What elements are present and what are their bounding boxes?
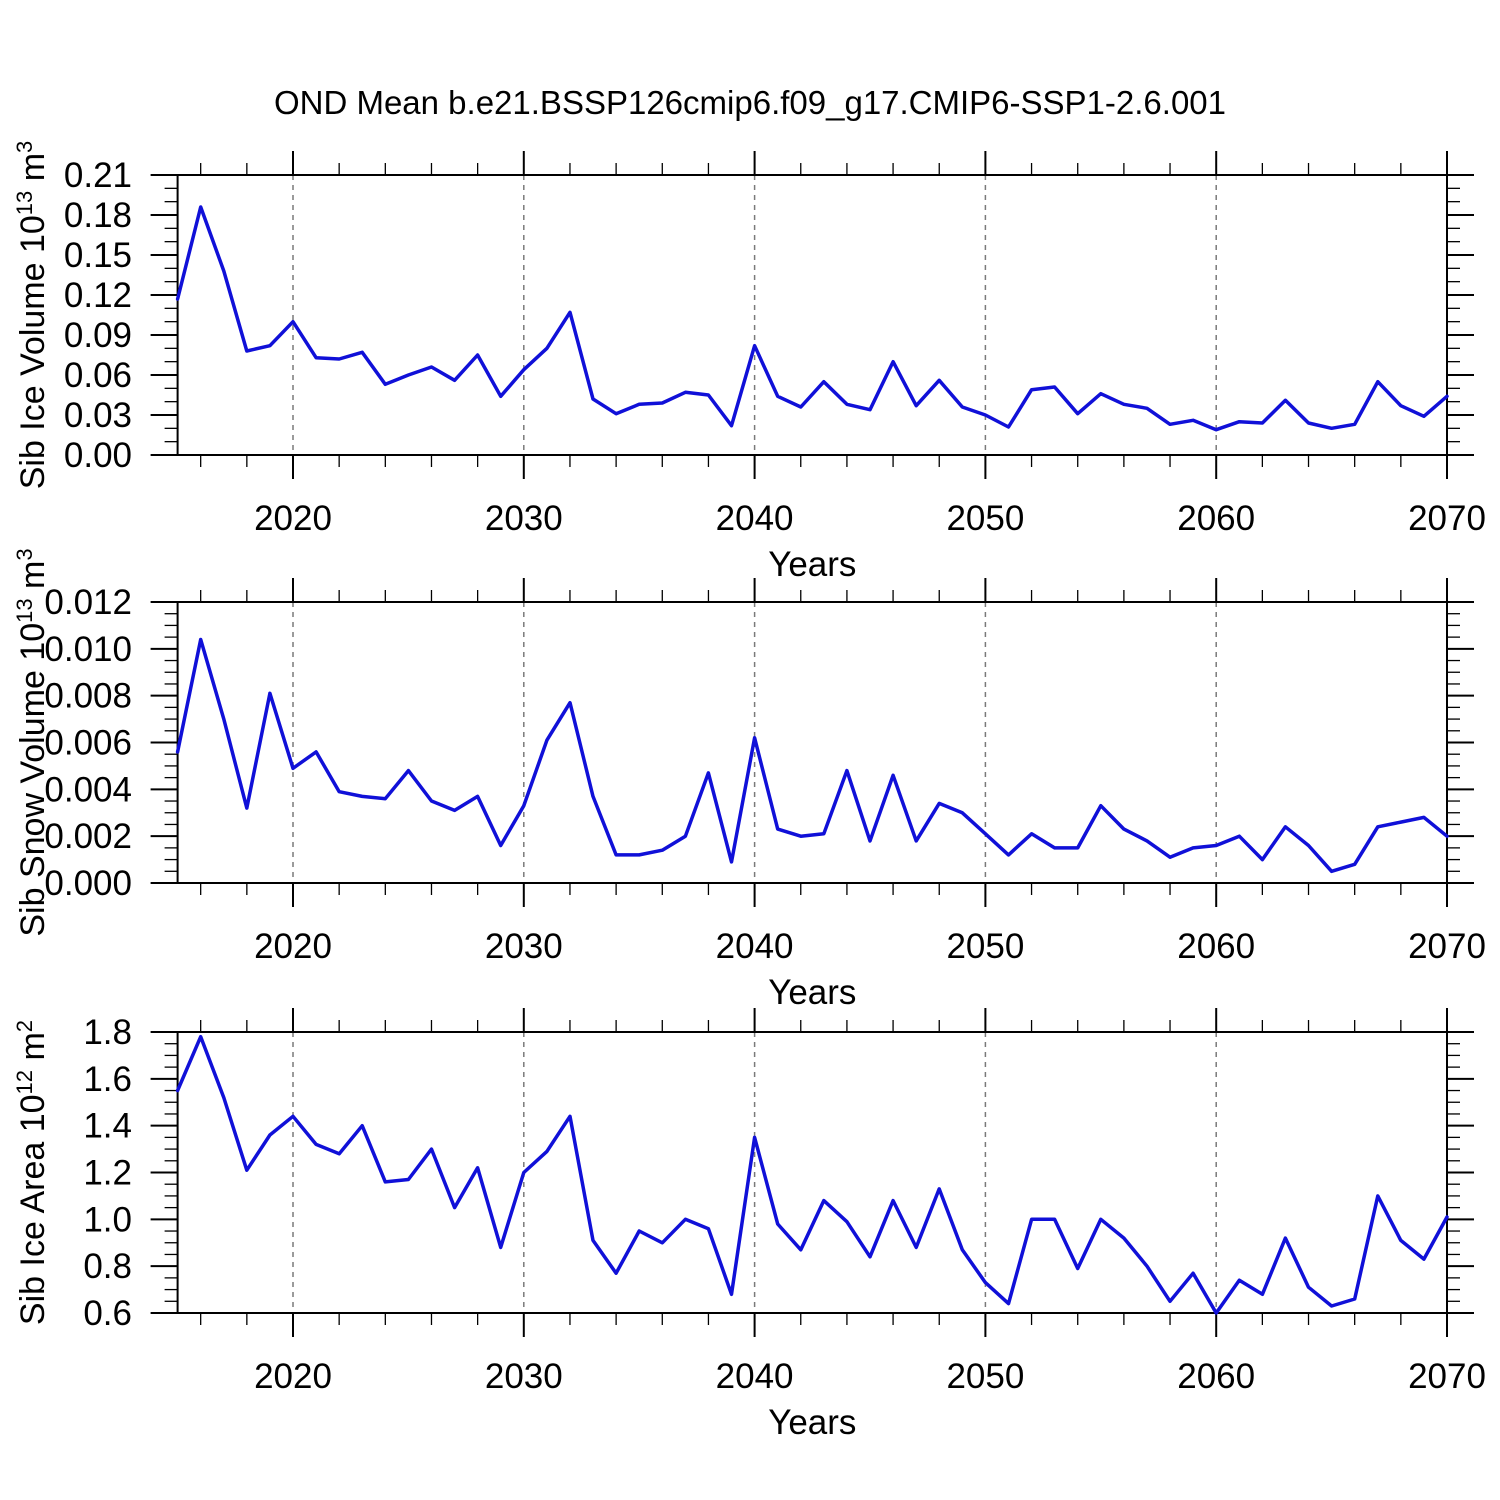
x-tick-label: 2020 — [254, 499, 332, 538]
y-tick-label: 0.21 — [64, 156, 132, 195]
y-tick-label: 0.006 — [44, 724, 132, 763]
x-axis-title: Years — [768, 1403, 856, 1442]
y-axis-title-superscript: 13 — [12, 598, 37, 622]
y-axis-title-text: Sib Snow Volume 10 — [14, 623, 52, 937]
y-axis-title-text: m — [14, 153, 52, 191]
panel-sib-ice-volume: 2020 2030 2040 2050 2060 2070Years0.000.030.0… — [12, 141, 1486, 584]
x-tick-label: 2020 — [254, 927, 332, 966]
x-tick-label: 2050 — [946, 927, 1024, 966]
x-axis-title: Years — [768, 973, 856, 1012]
y-tick-label: 0.008 — [44, 677, 132, 716]
panel-sib-ice-area: 2020 2030 2040 2050 2060 2070 Years 0.6 0.8 1.0 1.… — [12, 1008, 1486, 1442]
x-tick-label: 2060 — [1177, 927, 1255, 966]
y-tick-label: 0.012 — [44, 583, 132, 622]
x-tick-label: 2030 — [485, 927, 563, 966]
y-tick-label: 0.18 — [64, 196, 132, 235]
y-tick-label: 0.010 — [44, 630, 132, 669]
plot-frame — [176, 601, 1449, 884]
y-axis-title-text: m — [14, 1032, 52, 1070]
y-axis-title: Sib Snow Volume 1013 m3 — [12, 548, 52, 936]
y-tick-label: 0.8 — [83, 1247, 132, 1286]
x-tick-label: 2030 — [485, 499, 563, 538]
x-tick-label: 2060 — [1177, 499, 1255, 538]
y-axis-title-text: Sib Ice Area 10 — [14, 1094, 52, 1325]
x-tick-label: 2050 — [946, 499, 1024, 538]
panel-sib-snow-volume: 2020 2030 2040 2050 2060 2070 Years 0.000 0.002 0… — [12, 548, 1486, 1012]
plot-frame — [176, 174, 1449, 456]
x-tick-label: 2030 — [485, 1357, 563, 1396]
y-axis-title: Sib Ice Area 1012 m2 — [12, 1020, 52, 1325]
y-axis-title-text: Sib Ice Volume 10 — [14, 215, 52, 489]
y-tick-label: 1.4 — [83, 1107, 132, 1146]
y-axis-title-superscript: 13 — [12, 191, 37, 215]
y-tick-label: 1.6 — [83, 1060, 132, 1099]
y-tick-label: 1.0 — [83, 1200, 132, 1239]
y-tick-label: 0.002 — [44, 817, 132, 856]
series-line-sib-ice-area — [175, 1034, 1449, 1315]
y-axis-title-superscript: 3 — [12, 141, 37, 153]
x-tick-label: 2020 — [254, 1357, 332, 1396]
y-axis-title-superscript: 2 — [12, 1020, 37, 1032]
series-line-sib-snow-volume — [175, 637, 1449, 874]
y-tick-label: 0.12 — [64, 276, 132, 315]
y-tick-label: 1.2 — [83, 1154, 132, 1193]
y-axis-title-superscript: 12 — [12, 1070, 37, 1094]
y-tick-label: 0.06 — [64, 356, 132, 395]
series-line-sib-ice-volume — [175, 205, 1449, 432]
x-tick-label: 2070 — [1408, 927, 1486, 966]
y-axis-title: Sib Ice Volume 1013 m3 — [12, 141, 52, 490]
x-axis-title: Years — [768, 545, 856, 584]
x-tick-label: 2040 — [716, 1357, 794, 1396]
plot-frame — [176, 1031, 1449, 1314]
x-tick-label: 2040 — [716, 499, 794, 538]
x-tick-label: 2040 — [716, 927, 794, 966]
y-axis-title-superscript: 3 — [12, 548, 37, 560]
y-tick-label: 0.000 — [44, 864, 132, 903]
y-axis-title-text: m — [14, 561, 52, 599]
x-tick-label: 2070 — [1408, 499, 1486, 538]
y-tick-label: 0.03 — [64, 396, 132, 435]
x-tick-label: 2060 — [1177, 1357, 1255, 1396]
y-tick-label: 0.6 — [83, 1294, 132, 1333]
x-tick-label: 2070 — [1408, 1357, 1486, 1396]
y-tick-label: 1.8 — [83, 1013, 132, 1052]
chart-title: OND Mean b.e21.BSSP126cmip6.f09_g17.CMIP… — [273, 84, 1227, 121]
y-tick-label: 0.09 — [64, 316, 132, 355]
y-tick-label: 0.004 — [44, 770, 132, 809]
x-tick-label: 2050 — [946, 1357, 1024, 1396]
y-tick-label: 0.15 — [64, 236, 132, 275]
y-tick-label: 0.00 — [64, 436, 132, 475]
